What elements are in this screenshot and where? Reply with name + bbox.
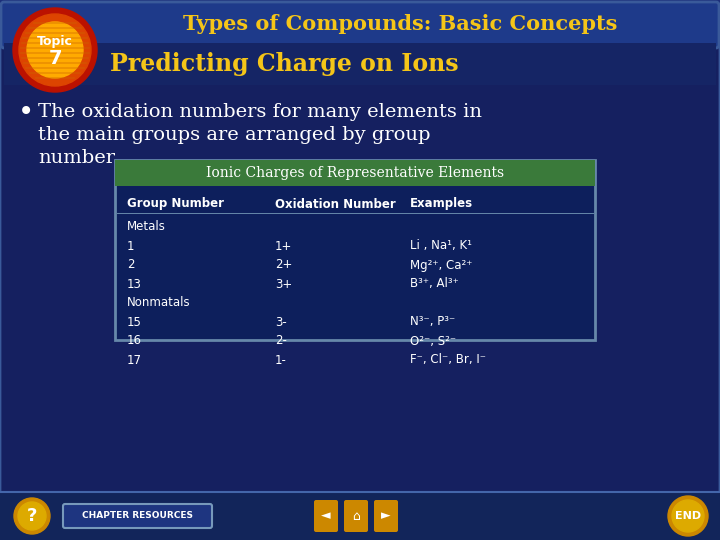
Circle shape — [668, 496, 708, 536]
Text: Nonmatals: Nonmatals — [127, 296, 191, 309]
Circle shape — [14, 498, 50, 534]
Text: Ionic Charges of Representative Elements: Ionic Charges of Representative Elements — [206, 166, 504, 180]
Text: Mg²⁺, Ca²⁺: Mg²⁺, Ca²⁺ — [410, 259, 472, 272]
Circle shape — [13, 8, 97, 92]
FancyBboxPatch shape — [314, 500, 338, 532]
Text: 7: 7 — [48, 49, 62, 68]
Text: Types of Compounds: Basic Concepts: Types of Compounds: Basic Concepts — [183, 14, 617, 34]
Text: ?: ? — [27, 507, 37, 525]
Text: CHAPTER RESOURCES: CHAPTER RESOURCES — [81, 511, 192, 521]
Text: 2: 2 — [127, 259, 135, 272]
Text: •: • — [18, 98, 35, 126]
FancyBboxPatch shape — [115, 160, 595, 340]
Text: B³⁺, Al³⁺: B³⁺, Al³⁺ — [410, 278, 459, 291]
Bar — [4, 43, 716, 85]
FancyBboxPatch shape — [374, 500, 398, 532]
FancyBboxPatch shape — [344, 500, 368, 532]
Text: 1: 1 — [127, 240, 135, 253]
Circle shape — [19, 14, 91, 86]
Circle shape — [18, 502, 46, 530]
Text: 2+: 2+ — [275, 259, 292, 272]
Text: The oxidation numbers for many elements in: The oxidation numbers for many elements … — [38, 103, 482, 121]
Text: 1+: 1+ — [275, 240, 292, 253]
Text: Topic: Topic — [37, 36, 73, 49]
Text: 15: 15 — [127, 315, 142, 328]
Text: ►: ► — [381, 510, 391, 523]
FancyBboxPatch shape — [0, 41, 720, 499]
Text: 2-: 2- — [275, 334, 287, 348]
FancyBboxPatch shape — [1, 2, 719, 48]
Text: Oxidation Number: Oxidation Number — [275, 198, 396, 211]
Text: Li , Na¹, K¹: Li , Na¹, K¹ — [410, 240, 472, 253]
Text: O²⁻, S²⁻: O²⁻, S²⁻ — [410, 334, 456, 348]
Text: Metals: Metals — [127, 220, 166, 233]
Text: number.: number. — [38, 149, 119, 167]
Text: 17: 17 — [127, 354, 142, 367]
Text: 16: 16 — [127, 334, 142, 348]
Text: END: END — [675, 511, 701, 521]
Text: the main groups are arranged by group: the main groups are arranged by group — [38, 126, 431, 144]
Text: Predicting Charge on Ions: Predicting Charge on Ions — [110, 52, 459, 76]
Text: ◄: ◄ — [321, 510, 330, 523]
Text: Examples: Examples — [410, 198, 473, 211]
Text: 3-: 3- — [275, 315, 287, 328]
Text: ⌂: ⌂ — [352, 510, 360, 523]
Circle shape — [27, 22, 83, 78]
Text: 1-: 1- — [275, 354, 287, 367]
Circle shape — [672, 500, 704, 532]
Bar — [115, 160, 595, 186]
Bar — [0, 492, 720, 540]
Text: 3+: 3+ — [275, 278, 292, 291]
Text: N³⁻, P³⁻: N³⁻, P³⁻ — [410, 315, 455, 328]
FancyBboxPatch shape — [63, 504, 212, 528]
Text: Group Number: Group Number — [127, 198, 224, 211]
Text: F⁻, Cl⁻, Br, I⁻: F⁻, Cl⁻, Br, I⁻ — [410, 354, 486, 367]
Text: 13: 13 — [127, 278, 142, 291]
